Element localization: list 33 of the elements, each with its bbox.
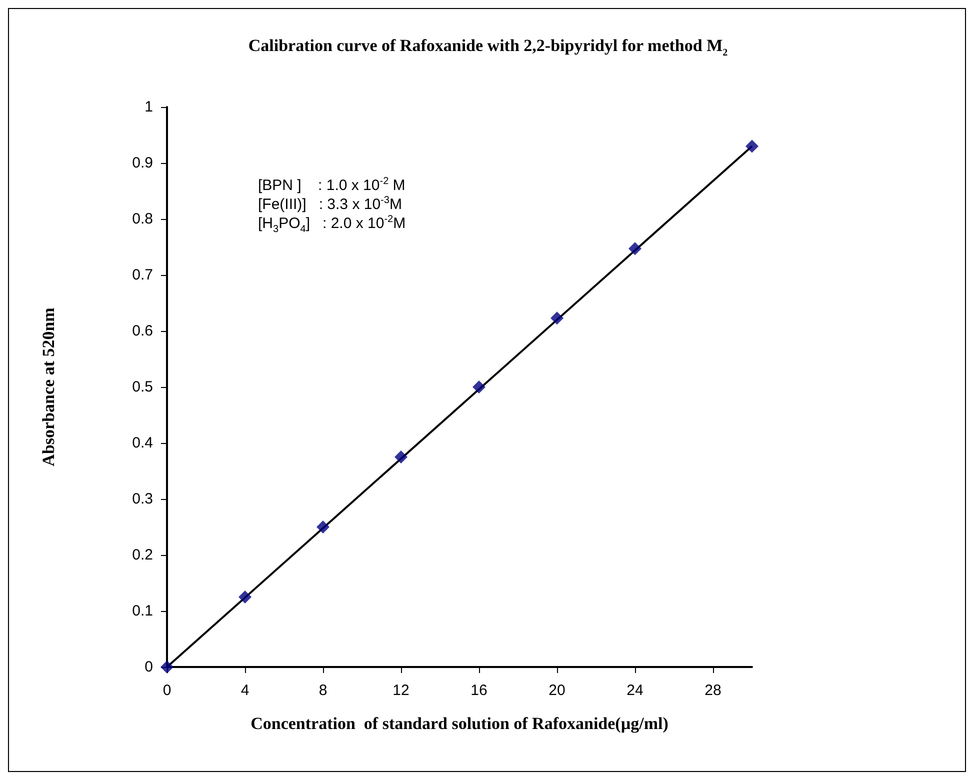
- annotation: [H$_{3}$PO$_{4}$] : 2.0 x 10$^{-2}$M: [258, 214, 406, 235]
- point: [238, 590, 252, 604]
- y-tick-label: 0.5: [132, 378, 153, 396]
- x-axis-title: Concentration of standard solution of Rafoxanide(µg/ml): [250, 714, 668, 733]
- x-tick-label: 16: [470, 682, 488, 699]
- point: [316, 520, 330, 534]
- point: [746, 140, 758, 153]
- chart-title: Calibration curve of Rafoxanide with 2,2-bipyridyl for method M$_{2}$: [247, 36, 729, 58]
- point: [550, 312, 564, 325]
- y-axis-title: Absorbance at 520nm: [39, 308, 58, 466]
- x-tick-label: 24: [626, 682, 644, 699]
- y-tick-label: 0.2: [132, 546, 153, 564]
- y-tick-label: 0: [144, 658, 153, 676]
- x-tick-label: 28: [704, 682, 722, 699]
- point: [394, 450, 408, 464]
- x-tick-label: 20: [548, 682, 566, 699]
- point: [160, 660, 174, 674]
- annotation: [Fe(III)] : 3.3 x 10$^{-3}$M: [258, 195, 403, 214]
- y-tick-label: 0.1: [132, 602, 153, 620]
- x-tick-label: 4: [240, 682, 250, 699]
- annotation: [BPN ] : 1.0 x 10$^{-2}$ M: [258, 176, 406, 195]
- y-tick-label: 0.3: [132, 490, 153, 508]
- y-tick-label: 1: [144, 98, 153, 116]
- y-tick-label: 0.4: [132, 434, 153, 452]
- x-tick-label: 12: [392, 682, 410, 699]
- y-tick-label: 0.7: [132, 266, 153, 284]
- y-tick-label: 0.8: [132, 210, 153, 228]
- x-tick-label: 8: [318, 682, 328, 699]
- y-tick-label: 0.6: [132, 322, 153, 340]
- x-tick-label: 0: [162, 682, 172, 699]
- y-tick-label: 0.9: [132, 154, 153, 172]
- point: [472, 380, 486, 394]
- point: [628, 242, 642, 256]
